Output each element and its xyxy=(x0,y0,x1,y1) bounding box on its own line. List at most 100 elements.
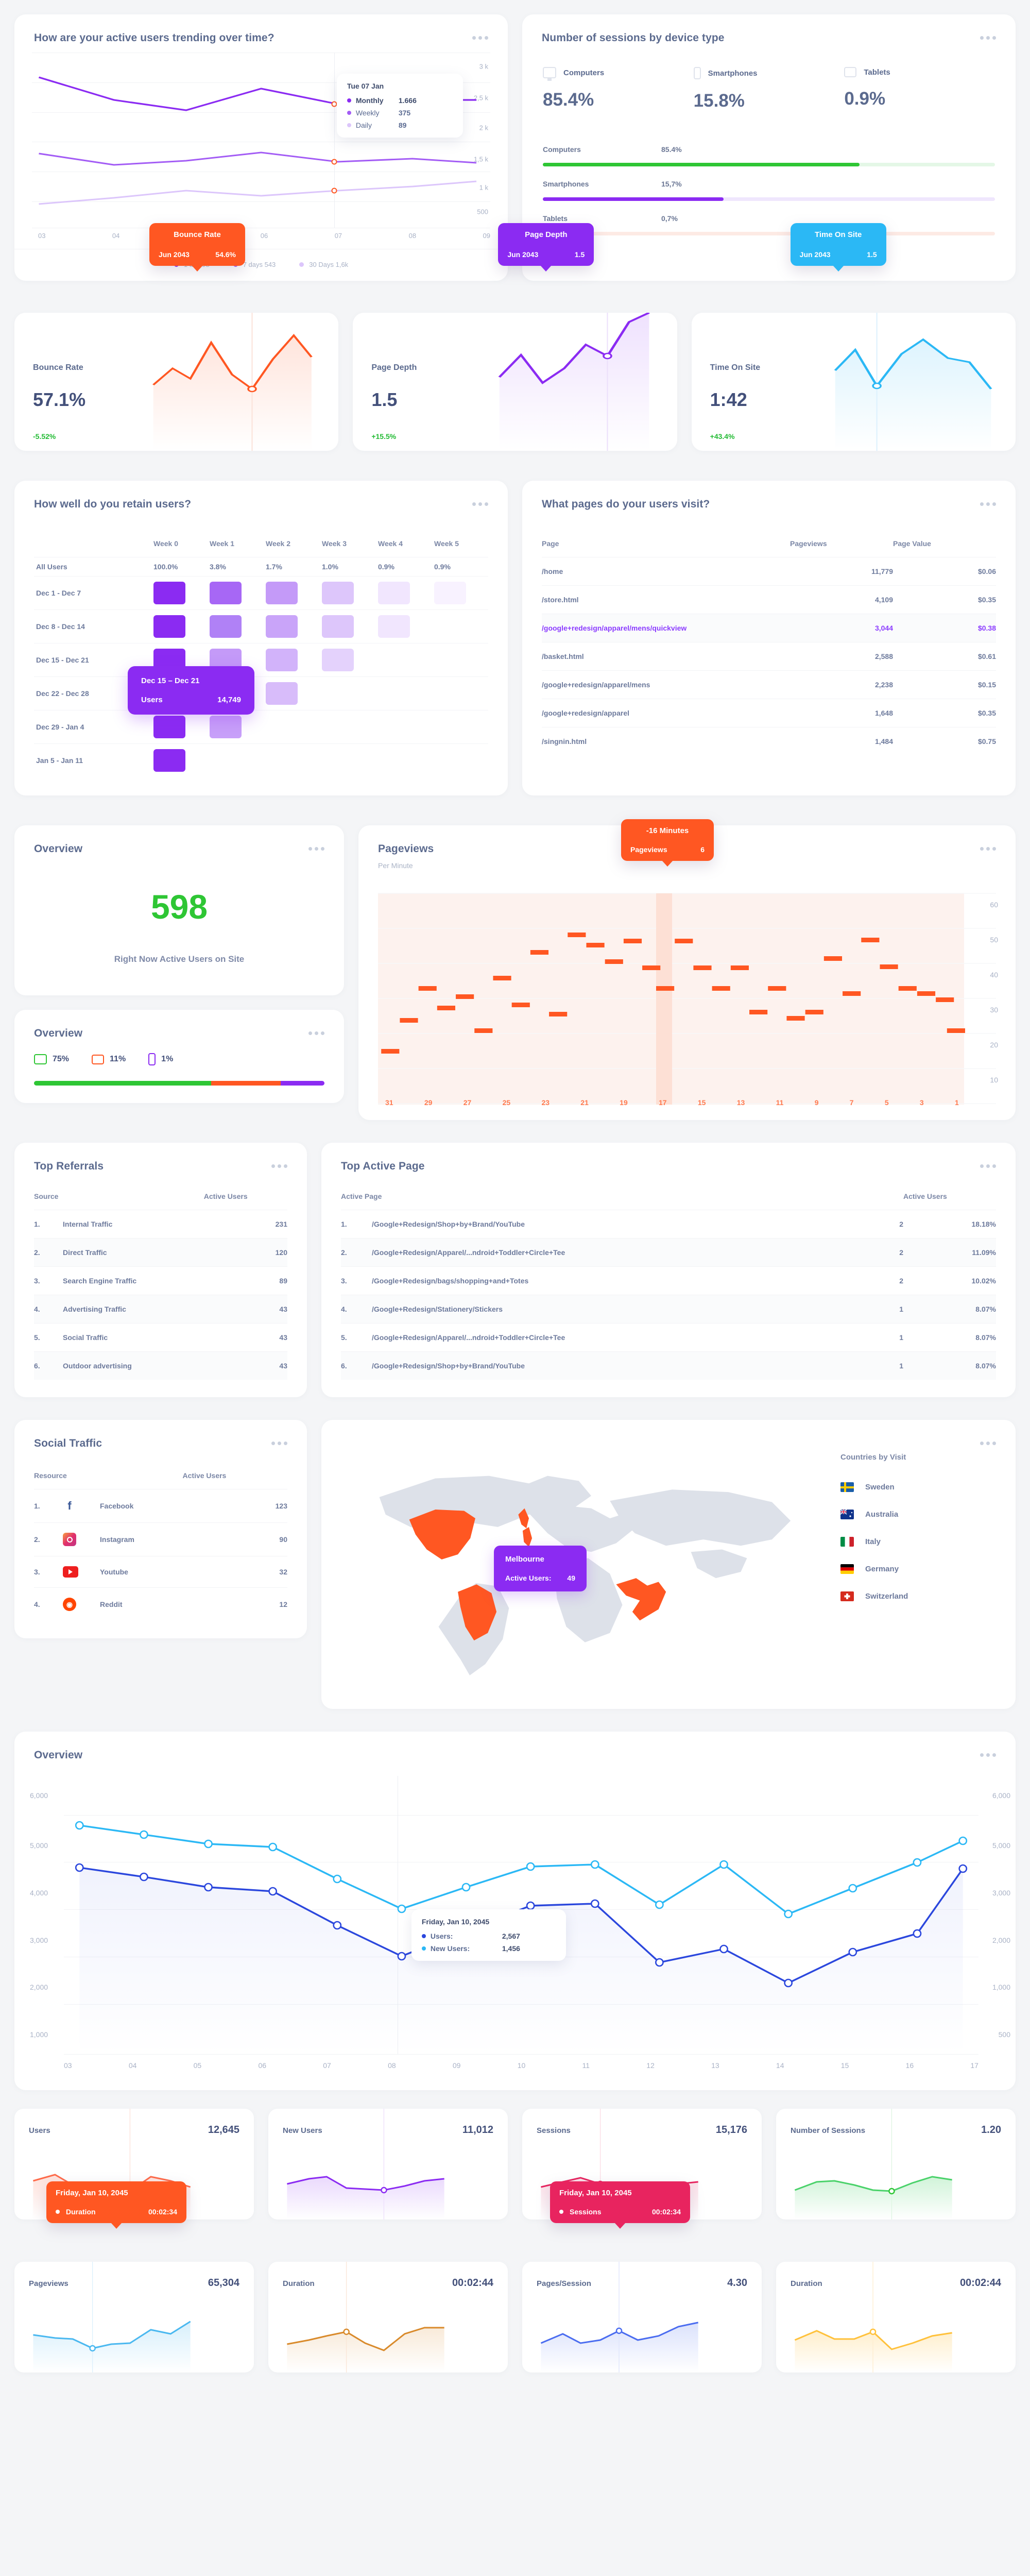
heat-cell[interactable] xyxy=(210,582,242,604)
pages-card: What pages do your users visit? Page Pag… xyxy=(522,481,1016,795)
country-name: Germany xyxy=(865,1565,899,1573)
heat-cell[interactable] xyxy=(266,649,298,671)
kpi-page-depth: Page Depth 1.5 +15.5% Page Depth Jun 204… xyxy=(353,223,677,451)
table-row[interactable]: /google+redesign/apparel 1,648 $0.35 xyxy=(542,699,996,727)
mini-value: 4.30 xyxy=(727,2277,747,2289)
cell-value: $0.15 xyxy=(893,670,996,699)
y-tick: 10 xyxy=(990,1076,998,1084)
heat-cell[interactable] xyxy=(266,682,298,705)
country-row-germany[interactable]: Germany xyxy=(840,1564,995,1574)
more-options-icon[interactable] xyxy=(980,32,996,40)
table-row[interactable]: 3. Youtube 32 xyxy=(34,1556,287,1588)
more-options-icon[interactable] xyxy=(308,1027,324,1035)
country-row-australia[interactable]: Australia xyxy=(840,1510,995,1519)
x-tick: 10 xyxy=(517,2061,526,2070)
heat-cell[interactable] xyxy=(153,716,185,738)
table-row[interactable]: 4. Advertising Traffic 43 xyxy=(34,1295,287,1324)
cell-users: 2 xyxy=(842,1210,903,1239)
row-index: 6. xyxy=(34,1351,63,1380)
heat-cell[interactable] xyxy=(322,582,354,604)
card-header: Overview xyxy=(14,1010,344,1040)
sweden-highlight xyxy=(518,1508,529,1529)
tooltip-value: 1.5 xyxy=(574,250,585,259)
more-options-icon[interactable] xyxy=(980,1749,996,1757)
table-row[interactable]: 3. /Google+Redesign/bags/shopping+and+To… xyxy=(341,1266,996,1295)
more-options-icon[interactable] xyxy=(980,843,996,851)
table-row[interactable]: 1. /Google+Redesign/Shop+by+Brand/YouTub… xyxy=(341,1210,996,1239)
x-tick: 03 xyxy=(38,232,46,240)
heat-cell[interactable] xyxy=(378,615,410,638)
country-row-italy[interactable]: Italy xyxy=(840,1537,995,1547)
y-tick-right: 500 xyxy=(998,2030,1010,2039)
table-row[interactable]: 2. Instagram 90 xyxy=(34,1522,287,1556)
overview-tooltip: Friday, Jan 10, 2045 Users: 2,567 New Us… xyxy=(411,1909,566,1961)
table-row[interactable]: /store.html 4,109 $0.35 xyxy=(542,585,996,614)
table-row[interactable]: /google+redesign/apparel/mens 2,238 $0.1… xyxy=(542,670,996,699)
device-computers: Computers 85.4% xyxy=(543,67,694,111)
more-options-icon[interactable] xyxy=(271,1437,287,1445)
more-options-icon[interactable] xyxy=(472,498,488,506)
more-options-icon[interactable] xyxy=(271,1160,287,1168)
more-options-icon[interactable] xyxy=(308,843,324,851)
country-row-sweden[interactable]: Sweden xyxy=(840,1482,995,1492)
cell-users: 1 xyxy=(842,1323,903,1352)
table-row[interactable]: 1. f Facebook 123 xyxy=(34,1489,287,1523)
heat-cell[interactable] xyxy=(153,615,185,638)
x-tick: 05 xyxy=(193,2061,202,2070)
device-percent: 15.8% xyxy=(693,91,745,111)
heat-cell[interactable] xyxy=(153,582,185,604)
x-axis: 31 29 27 25 23 21 19 17 15 13 11 9 7 5 3… xyxy=(378,1098,966,1107)
heat-cell[interactable] xyxy=(378,582,410,604)
kpi-time-on-site: Time On Site 1:42 +43.4% Time On Site Ju… xyxy=(691,223,1016,451)
heat-cell[interactable] xyxy=(322,615,354,638)
y-tick: 2 k xyxy=(479,124,488,132)
more-options-icon[interactable] xyxy=(980,498,996,506)
table-row[interactable]: 5. /Google+Redesign/Apparel/...ndroid+To… xyxy=(341,1323,996,1352)
table-row[interactable]: 6. Outdoor advertising 43 xyxy=(34,1351,287,1380)
heat-cell[interactable] xyxy=(153,749,185,772)
row-index: 4. xyxy=(341,1295,372,1324)
table-row[interactable]: /basket.html 2,588 $0.61 xyxy=(542,642,996,671)
tooltip-date: Friday, Jan 10, 2045 xyxy=(56,2189,128,2197)
table-row[interactable]: /singnin.html 1,484 $0.75 xyxy=(542,727,996,755)
italy-flag xyxy=(840,1537,854,1547)
col-header: Active Page xyxy=(341,1192,382,1200)
device-label: Smartphones xyxy=(708,69,758,78)
bar-label: Computers xyxy=(543,145,581,154)
heat-cell[interactable] xyxy=(266,615,298,638)
table-row[interactable]: 1. Internal Traffic 231 xyxy=(34,1210,287,1239)
table-row[interactable]: 4. ◉ Reddit 12 xyxy=(34,1587,287,1621)
table-row-highlighted[interactable]: /google+redesign/apparel/mens/quickview … xyxy=(542,614,996,642)
cell-source: Internal Traffic xyxy=(63,1210,204,1239)
row-index: 5. xyxy=(341,1323,372,1352)
table-row[interactable]: 5. Social Traffic 43 xyxy=(34,1323,287,1352)
heat-cell[interactable] xyxy=(266,582,298,604)
table-row[interactable]: 6. /Google+Redesign/Shop+by+Brand/YouTub… xyxy=(341,1351,996,1380)
country-row-switzerland[interactable]: Switzerland xyxy=(840,1591,995,1601)
y-tick: 5,000 xyxy=(30,1841,48,1850)
social-table: Resource Active Users 1. f Facebook 123 … xyxy=(34,1462,287,1621)
card-title: Top Active Page xyxy=(341,1160,425,1172)
table-row[interactable]: 3. Search Engine Traffic 89 xyxy=(34,1266,287,1295)
more-options-icon[interactable] xyxy=(980,1160,996,1168)
legend-item[interactable]: 30 Days 1,6k xyxy=(299,261,348,268)
tooltip-value: 1.5 xyxy=(867,250,877,259)
table-row[interactable]: 2. /Google+Redesign/Apparel/...ndroid+To… xyxy=(341,1238,996,1267)
table-row[interactable]: /home 11,779 $0.06 xyxy=(542,557,996,586)
heat-cell[interactable] xyxy=(210,716,242,738)
cell-value: $0.75 xyxy=(893,727,996,755)
table-row[interactable]: 4. /Google+Redesign/Stationery/Stickers … xyxy=(341,1295,996,1324)
world-map[interactable]: Melbourne Active Users: 49 xyxy=(342,1438,840,1690)
tooltip-value: 54.6% xyxy=(215,250,236,259)
heat-cell[interactable] xyxy=(322,649,354,671)
more-options-icon[interactable] xyxy=(980,1437,996,1445)
heat-cell[interactable] xyxy=(434,582,466,604)
card-title: What pages do your users visit? xyxy=(542,498,710,510)
col-header: Week 2 xyxy=(266,539,290,548)
chart-tooltip: Tue 07 Jan Monthly 1.666 Weekly 375 Dail… xyxy=(336,73,463,138)
table-row[interactable]: 2. Direct Traffic 120 xyxy=(34,1238,287,1267)
row-index: 4. xyxy=(34,1295,63,1324)
heat-cell[interactable] xyxy=(210,615,242,638)
col-header: Pageviews xyxy=(790,539,827,548)
more-options-icon[interactable] xyxy=(472,32,488,40)
